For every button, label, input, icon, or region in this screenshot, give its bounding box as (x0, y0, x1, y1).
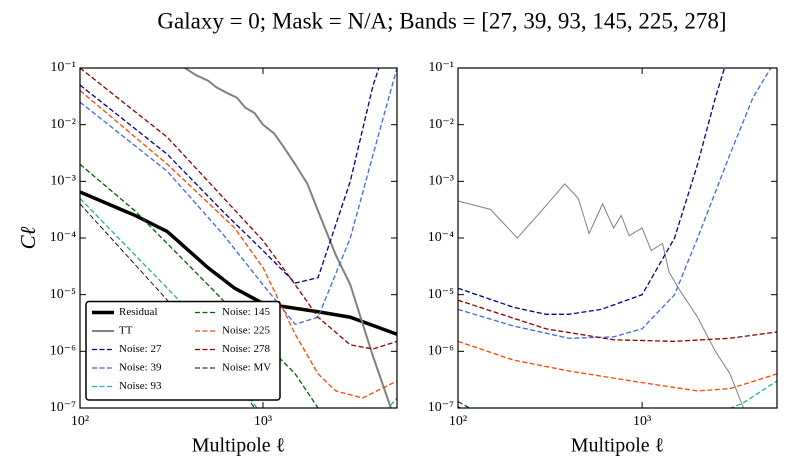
y-tick-label: 10⁻¹ (428, 60, 454, 75)
series-line (184, 68, 392, 408)
y-axis-label: Cℓ (16, 226, 40, 249)
series-line (80, 197, 397, 408)
plot-area (80, 68, 397, 408)
plot-area (458, 68, 777, 408)
legend-box (85, 300, 281, 401)
series-line (80, 90, 397, 399)
legend-label: Noise: 27 (119, 343, 162, 355)
y-tick-label: 10⁻² (50, 117, 76, 132)
series-line (80, 68, 397, 350)
legend-label: Noise: 225 (222, 325, 270, 337)
y-tick-label: 10⁻⁴ (428, 230, 454, 245)
x-axis-label: Multipole ℓ (571, 435, 664, 457)
y-tick-label: 10⁻⁵ (50, 287, 76, 302)
series-line (80, 163, 319, 408)
series-line (458, 340, 777, 392)
legend-label: Noise: 93 (119, 380, 162, 392)
x-tick-label: 10² (449, 414, 467, 429)
y-tick-label: 10⁻³ (50, 174, 76, 189)
y-tick-label: 10⁻³ (428, 174, 454, 189)
x-tick-label: 10³ (254, 414, 272, 429)
series-line (458, 68, 772, 339)
x-tick-label: 10³ (633, 414, 651, 429)
series-line (80, 68, 397, 326)
series-line (458, 183, 744, 408)
series-line (80, 190, 397, 336)
y-tick-label: 10⁻⁴ (50, 230, 76, 245)
series-line (80, 68, 380, 284)
legend-label: Noise: 278 (222, 343, 270, 355)
chart-title: Galaxy = 0; Mask = N/A; Bands = [27, 39,… (157, 8, 726, 33)
y-tick-label: 10⁻¹ (50, 60, 76, 75)
y-tick-label: 10⁻² (428, 117, 454, 132)
series-line (728, 380, 777, 408)
legend-label: TT (119, 325, 133, 337)
legend-label: Noise: 145 (222, 306, 270, 318)
x-axis-label: Multipole ℓ (192, 435, 285, 457)
y-tick-label: 10⁻⁷ (428, 400, 454, 415)
y-tick-label: 10⁻⁷ (50, 400, 76, 415)
legend-label: Residual (119, 306, 158, 318)
y-tick-label: 10⁻⁵ (428, 287, 454, 302)
axes-frame (457, 67, 778, 409)
x-tick-label: 10² (71, 414, 89, 429)
y-tick-label: 10⁻⁶ (50, 344, 76, 359)
legend-label: Noise: 39 (119, 362, 162, 374)
y-tick-label: 10⁻⁶ (428, 344, 454, 359)
series-line (458, 68, 726, 315)
legend-label: Noise: MV (222, 362, 271, 374)
series-line (458, 299, 777, 343)
